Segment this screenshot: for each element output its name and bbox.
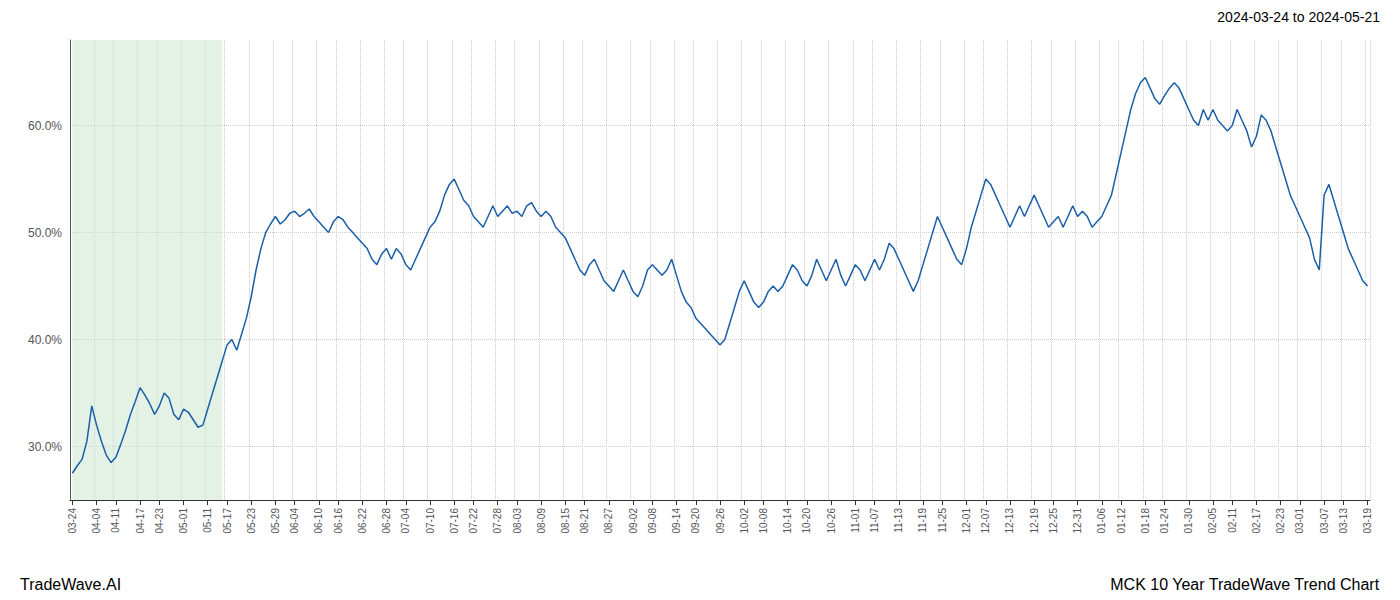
svg-text:2024-03-24 to 2024-05-21: 2024-03-24 to 2024-05-21	[1217, 9, 1380, 25]
svg-text:04-23: 04-23	[154, 508, 165, 534]
svg-text:10-14: 10-14	[782, 508, 793, 534]
svg-text:09-02: 09-02	[628, 508, 639, 534]
svg-text:60.0%: 60.0%	[28, 119, 62, 133]
svg-text:03-19: 03-19	[1362, 508, 1373, 534]
svg-text:02-05: 02-05	[1207, 508, 1218, 534]
svg-text:02-23: 02-23	[1275, 508, 1286, 534]
svg-text:07-28: 07-28	[492, 508, 503, 534]
svg-text:06-16: 06-16	[333, 508, 344, 534]
svg-text:09-26: 09-26	[715, 508, 726, 534]
svg-text:05-01: 05-01	[178, 508, 189, 534]
svg-text:01-06: 01-06	[1096, 508, 1107, 534]
svg-text:09-08: 09-08	[647, 508, 658, 534]
svg-text:12-01: 12-01	[961, 508, 972, 534]
svg-text:12-13: 12-13	[1004, 508, 1015, 534]
svg-text:40.0%: 40.0%	[28, 333, 62, 347]
svg-text:10-20: 10-20	[801, 508, 812, 534]
svg-text:11-13: 11-13	[893, 508, 904, 533]
svg-text:07-22: 07-22	[468, 508, 479, 534]
svg-text:01-18: 01-18	[1140, 508, 1151, 534]
svg-text:10-26: 10-26	[826, 508, 837, 534]
svg-text:09-20: 09-20	[690, 508, 701, 534]
svg-text:11-25: 11-25	[937, 508, 948, 533]
svg-text:11-19: 11-19	[917, 508, 928, 533]
svg-text:09-14: 09-14	[671, 508, 682, 534]
svg-text:06-10: 06-10	[313, 508, 324, 534]
svg-text:12-19: 12-19	[1029, 508, 1040, 534]
svg-text:08-21: 08-21	[579, 508, 590, 534]
svg-text:10-08: 10-08	[758, 508, 769, 534]
svg-text:TradeWave.AI: TradeWave.AI	[20, 576, 121, 593]
svg-text:07-16: 07-16	[449, 508, 460, 534]
svg-text:12-25: 12-25	[1048, 508, 1059, 534]
svg-text:11-01: 11-01	[850, 508, 861, 533]
svg-text:MCK 10 Year TradeWave Trend Ch: MCK 10 Year TradeWave Trend Chart	[1110, 576, 1379, 593]
svg-text:03-24: 03-24	[67, 508, 78, 534]
svg-text:08-09: 08-09	[536, 508, 547, 534]
svg-text:11-07: 11-07	[869, 508, 880, 533]
svg-text:08-27: 08-27	[603, 508, 614, 534]
svg-text:06-04: 06-04	[289, 508, 300, 534]
svg-text:01-24: 01-24	[1159, 508, 1170, 534]
svg-text:08-15: 08-15	[560, 508, 571, 534]
svg-text:02-17: 02-17	[1251, 508, 1262, 534]
svg-text:30.0%: 30.0%	[28, 440, 62, 454]
svg-text:03-13: 03-13	[1338, 508, 1349, 534]
svg-text:08-03: 08-03	[512, 508, 523, 534]
svg-text:05-23: 05-23	[246, 508, 257, 534]
svg-text:02-11: 02-11	[1227, 508, 1238, 533]
svg-text:03-01: 03-01	[1294, 508, 1305, 534]
svg-text:01-12: 01-12	[1116, 508, 1127, 534]
svg-text:04-04: 04-04	[91, 508, 102, 534]
svg-text:07-04: 07-04	[400, 508, 411, 534]
svg-text:12-07: 12-07	[980, 508, 991, 534]
svg-text:12-31: 12-31	[1072, 508, 1083, 534]
svg-text:03-07: 03-07	[1319, 508, 1330, 534]
svg-text:04-17: 04-17	[135, 508, 146, 534]
svg-text:05-29: 05-29	[270, 508, 281, 534]
svg-text:01-30: 01-30	[1183, 508, 1194, 534]
svg-text:05-17: 05-17	[222, 508, 233, 534]
svg-text:06-22: 06-22	[357, 508, 368, 534]
svg-text:50.0%: 50.0%	[28, 226, 62, 240]
svg-text:04-11: 04-11	[110, 508, 121, 533]
svg-text:07-10: 07-10	[425, 508, 436, 534]
svg-text:10-02: 10-02	[739, 508, 750, 534]
svg-text:05-11: 05-11	[202, 508, 213, 533]
svg-text:06-28: 06-28	[381, 508, 392, 534]
